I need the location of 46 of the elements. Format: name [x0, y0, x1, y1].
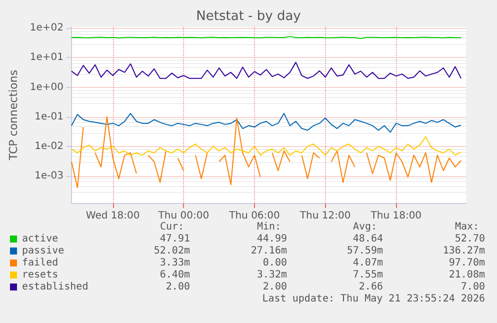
- chart-title: Netstat - by day: [196, 9, 302, 24]
- text: 2.66: [358, 282, 383, 292]
- y-tick-label: 1e+02: [30, 22, 64, 34]
- text: 2.00: [166, 282, 190, 292]
- x-tick-label: Thu 06:00: [228, 210, 280, 222]
- legend-label: resets: [22, 270, 58, 280]
- text: 3.32m: [256, 270, 287, 280]
- x-tick-label: Wed 18:00: [86, 210, 140, 222]
- text: 6.40m: [160, 270, 190, 280]
- text: 97.70m: [448, 258, 485, 268]
- text: 7.00: [460, 282, 485, 292]
- text: Avg:: [353, 222, 378, 232]
- text: 52.70: [454, 234, 485, 244]
- text: 57.59m: [346, 246, 383, 256]
- text: Min:: [257, 222, 282, 232]
- y-tick-label: 1e-02: [34, 140, 64, 152]
- y-tick-label: 1e-03: [34, 170, 64, 182]
- text: 27.16m: [250, 246, 287, 256]
- y-tick-label: 1e+00: [30, 82, 64, 93]
- text: Cur:: [160, 222, 184, 232]
- text: 44.99: [256, 234, 287, 244]
- legend-label: established: [22, 282, 88, 292]
- x-tick-label: Thu 18:00: [370, 210, 422, 222]
- text: 7.55m: [352, 270, 383, 280]
- line-series: [71, 136, 462, 156]
- y-axis-title: TCP connections: [7, 70, 20, 162]
- text: Last update: Thu May 21 23:55:24 2026: [262, 294, 485, 304]
- text: Max:: [455, 222, 480, 232]
- y-tick-label: 1e-01: [34, 111, 64, 122]
- legend-label: failed: [22, 258, 58, 268]
- text: 136.27m: [442, 246, 485, 256]
- legend-label: active: [22, 234, 58, 244]
- text: 4.07m: [352, 258, 383, 268]
- text: 0.00: [262, 258, 287, 268]
- text: 47.91: [160, 234, 190, 244]
- y-tick-label: 1e+01: [30, 52, 64, 64]
- legend-label: passive: [22, 246, 64, 256]
- text: 21.08m: [448, 270, 485, 280]
- text: 48.64: [352, 234, 383, 244]
- text: 2.00: [262, 282, 287, 292]
- text: 3.33m: [160, 258, 190, 268]
- x-tick-label: Thu 00:00: [157, 210, 210, 222]
- x-tick-label: Thu 12:00: [298, 210, 351, 222]
- text: 52.02m: [154, 246, 190, 256]
- line-series: [71, 112, 462, 133]
- line-series: [71, 62, 462, 79]
